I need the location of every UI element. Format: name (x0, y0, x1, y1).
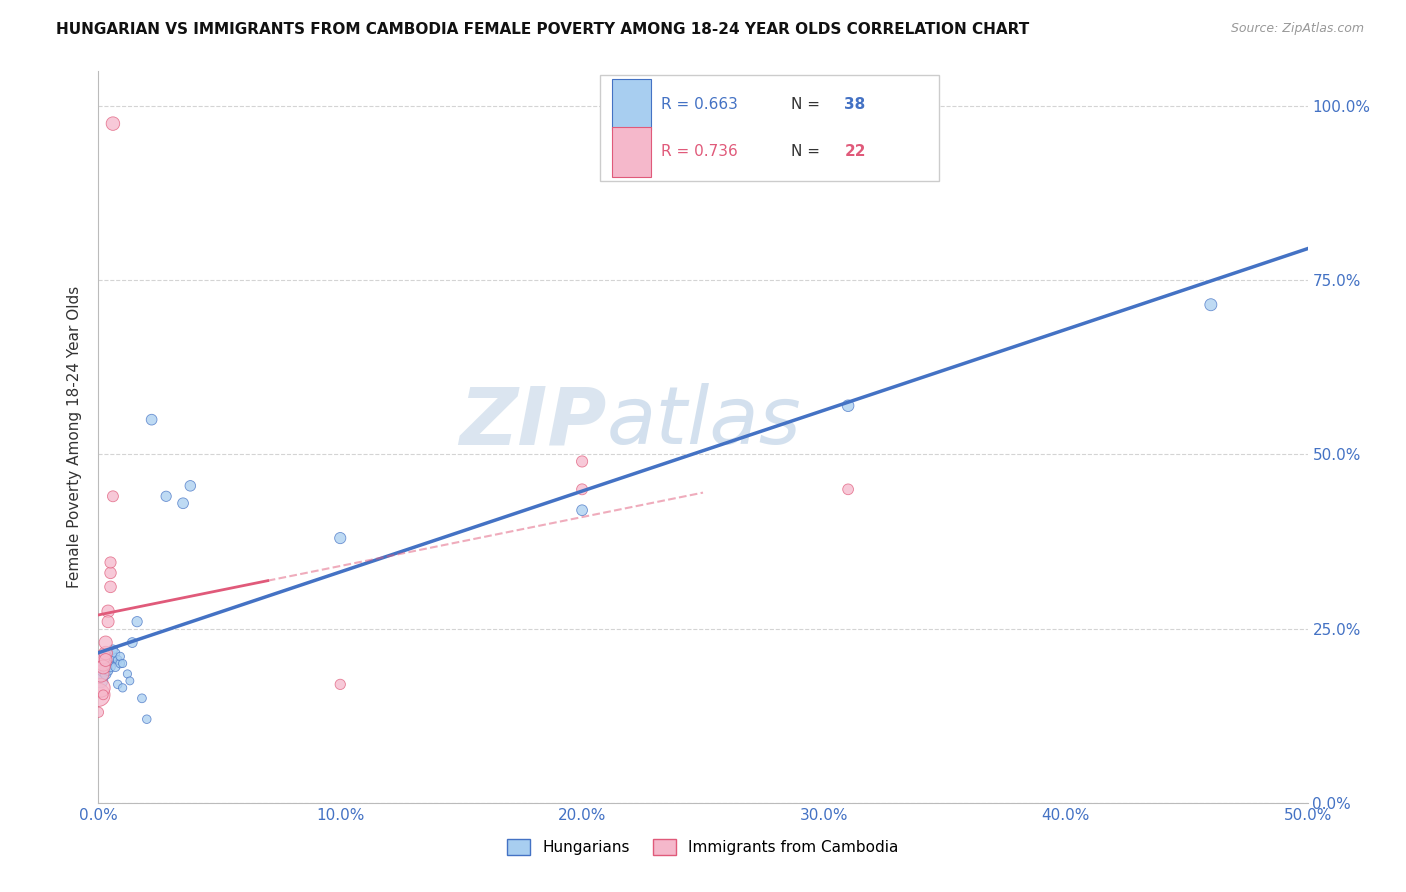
Point (111, 657, 134, 671)
FancyBboxPatch shape (613, 79, 651, 129)
Point (94, 653, 117, 667)
Point (91, 660, 114, 674)
Point (107, 677, 129, 691)
Point (1199, 298, 1222, 312)
Text: 22: 22 (845, 145, 866, 160)
Point (97, 664, 120, 678)
Point (90, 673, 112, 688)
Point (94, 660, 117, 674)
Y-axis label: Female Poverty Among 18-24 Year Olds: Female Poverty Among 18-24 Year Olds (67, 286, 83, 588)
Point (91, 688, 114, 702)
Point (100, 660, 122, 674)
Legend: Hungarians, Immigrants from Cambodia: Hungarians, Immigrants from Cambodia (502, 833, 904, 861)
Point (107, 653, 129, 667)
Point (101, 649, 124, 664)
Point (91, 657, 114, 671)
Point (94, 635, 117, 649)
Point (91, 657, 114, 671)
Text: Source: ZipAtlas.com: Source: ZipAtlas.com (1230, 22, 1364, 36)
Point (91, 649, 114, 664)
Point (155, 489, 177, 503)
Point (87, 688, 110, 702)
Point (101, 642, 124, 657)
Point (97, 615, 120, 629)
Point (104, 646, 127, 660)
Point (118, 673, 141, 688)
Text: ZIP: ZIP (458, 384, 606, 461)
Point (97, 604, 120, 618)
Point (100, 580, 122, 594)
Point (117, 667, 139, 681)
FancyBboxPatch shape (613, 127, 651, 177)
Point (571, 454, 593, 468)
Text: 38: 38 (845, 96, 866, 112)
Point (131, 691, 153, 706)
Text: N =: N = (792, 145, 820, 160)
Point (329, 677, 352, 691)
Point (127, 615, 149, 629)
Point (179, 479, 201, 493)
Point (94, 667, 117, 681)
Point (87, 705, 110, 719)
Point (87, 660, 110, 674)
Point (101, 489, 124, 503)
Point (90, 667, 112, 681)
Point (571, 483, 593, 497)
Text: atlas: atlas (606, 384, 801, 461)
Point (121, 635, 143, 649)
Point (97, 646, 120, 660)
Point (111, 681, 134, 695)
Point (97, 657, 120, 671)
Text: R = 0.663: R = 0.663 (661, 96, 738, 112)
Point (135, 712, 157, 726)
Point (91, 664, 114, 678)
Point (100, 566, 122, 580)
Point (100, 653, 122, 667)
Point (571, 503, 593, 517)
Text: N =: N = (792, 96, 820, 112)
Text: HUNGARIAN VS IMMIGRANTS FROM CAMBODIA FEMALE POVERTY AMONG 18-24 YEAR OLDS CORRE: HUNGARIAN VS IMMIGRANTS FROM CAMBODIA FE… (56, 22, 1029, 37)
Point (91, 649, 114, 664)
Point (100, 556, 122, 570)
Point (90, 681, 112, 695)
Point (172, 496, 194, 510)
Point (90, 667, 112, 681)
Point (104, 660, 127, 674)
Point (141, 412, 163, 426)
Point (108, 649, 131, 664)
Point (101, 117, 124, 131)
Point (94, 653, 117, 667)
Point (94, 646, 117, 660)
Point (837, 399, 859, 413)
Point (108, 657, 131, 671)
Text: R = 0.736: R = 0.736 (661, 145, 737, 160)
FancyBboxPatch shape (600, 75, 939, 181)
Point (837, 483, 859, 497)
Point (329, 531, 352, 545)
